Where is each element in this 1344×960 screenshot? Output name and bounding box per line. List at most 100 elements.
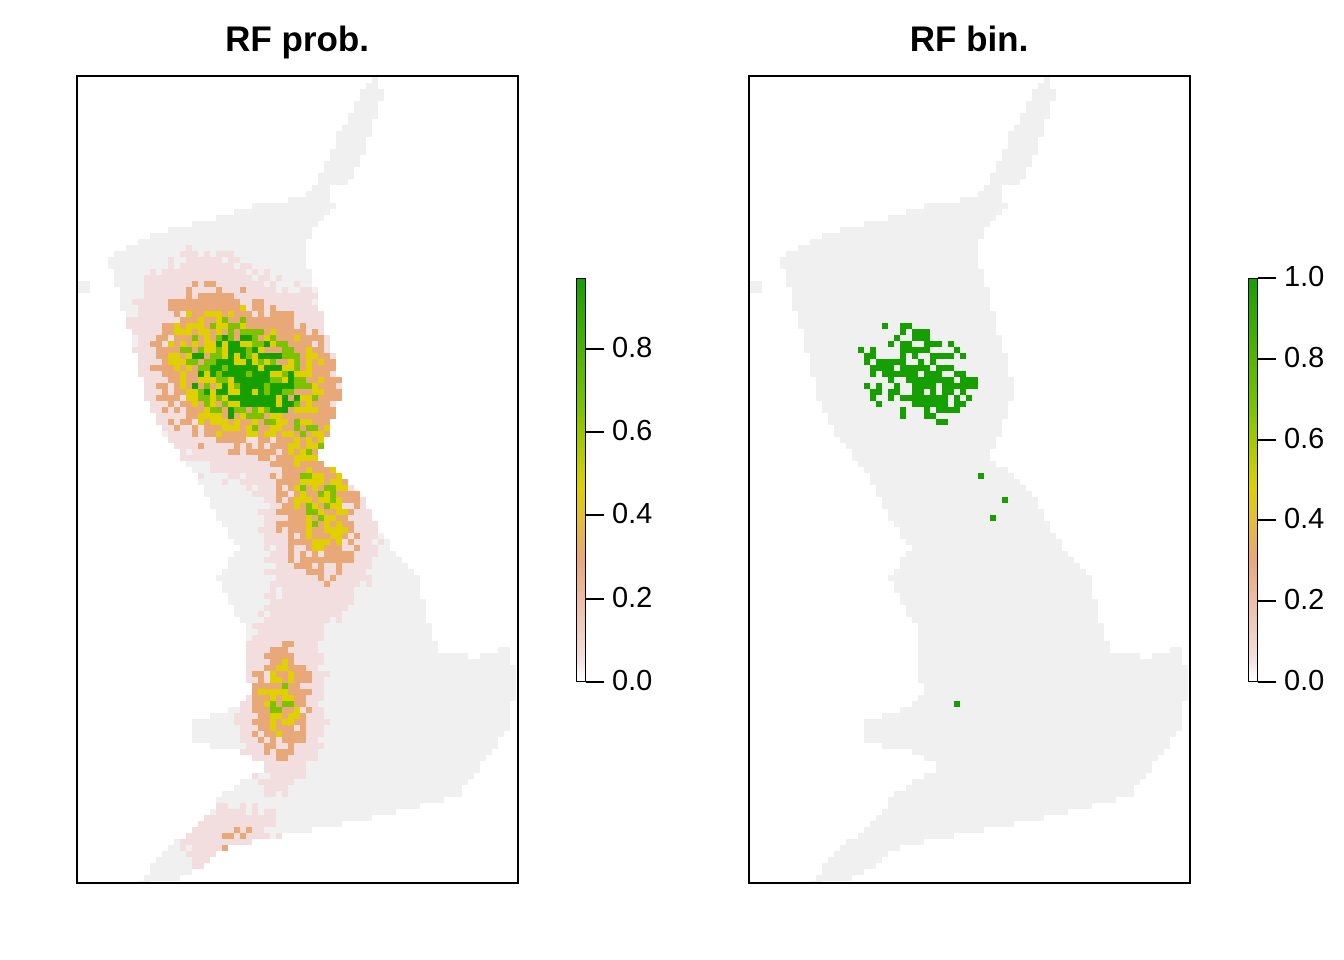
raster-cell xyxy=(492,737,498,743)
raster-cell xyxy=(864,239,870,245)
raster-cell xyxy=(252,521,258,527)
raster-cell xyxy=(186,257,192,263)
raster-cell xyxy=(390,797,396,803)
raster-cell xyxy=(888,359,894,365)
raster-cell xyxy=(234,497,240,503)
raster-cell xyxy=(222,461,228,467)
raster-cell xyxy=(990,401,996,407)
raster-cell xyxy=(150,365,156,371)
raster-cell xyxy=(864,257,870,263)
raster-cell xyxy=(168,335,174,341)
raster-cell xyxy=(402,725,408,731)
raster-cell xyxy=(282,251,288,257)
raster-cell xyxy=(900,341,906,347)
raster-cell xyxy=(264,311,270,317)
raster-cell xyxy=(210,269,216,275)
raster-cell xyxy=(360,671,366,677)
raster-cell xyxy=(138,269,144,275)
raster-cell xyxy=(186,281,192,287)
raster-cell xyxy=(486,653,492,659)
raster-cell xyxy=(198,299,204,305)
raster-cell xyxy=(900,377,906,383)
raster-cell xyxy=(918,317,924,323)
raster-cell xyxy=(498,665,504,671)
raster-cell xyxy=(936,221,942,227)
raster-cell xyxy=(396,599,402,605)
raster-cell xyxy=(300,707,306,713)
raster-cell xyxy=(882,383,888,389)
raster-cell xyxy=(846,359,852,365)
raster-cell xyxy=(798,323,804,329)
raster-cell xyxy=(900,365,906,371)
raster-cell xyxy=(270,797,276,803)
raster-cell xyxy=(186,383,192,389)
raster-cell xyxy=(330,401,336,407)
raster-cell xyxy=(900,395,906,401)
raster-cell xyxy=(294,239,300,245)
raster-cell xyxy=(978,431,984,437)
raster-cell xyxy=(276,737,282,743)
raster-cell xyxy=(882,311,888,317)
raster-cell xyxy=(234,785,240,791)
raster-cell xyxy=(936,293,942,299)
raster-cell xyxy=(312,701,318,707)
raster-cell xyxy=(288,629,294,635)
raster-cell xyxy=(318,749,324,755)
raster-cell xyxy=(264,227,270,233)
raster-cell xyxy=(918,287,924,293)
raster-cell xyxy=(306,815,312,821)
raster-cell xyxy=(870,311,876,317)
raster-cell xyxy=(240,365,246,371)
raster-cell xyxy=(948,281,954,287)
raster-cell xyxy=(306,677,312,683)
raster-cell xyxy=(360,143,366,149)
raster-cell xyxy=(948,455,954,461)
raster-cell xyxy=(948,215,954,221)
raster-cell xyxy=(264,569,270,575)
raster-cell xyxy=(810,359,816,365)
raster-cell xyxy=(384,755,390,761)
raster-cell xyxy=(240,797,246,803)
raster-cell xyxy=(876,239,882,245)
raster-cell xyxy=(402,773,408,779)
raster-cell xyxy=(462,719,468,725)
raster-cell xyxy=(846,383,852,389)
raster-cell xyxy=(348,707,354,713)
raster-cell xyxy=(240,701,246,707)
raster-cell xyxy=(402,671,408,677)
raster-cell xyxy=(942,275,948,281)
raster-cell xyxy=(798,317,804,323)
raster-cell xyxy=(1026,113,1032,119)
raster-cell xyxy=(972,299,978,305)
raster-cell xyxy=(972,203,978,209)
raster-cell xyxy=(792,275,798,281)
raster-cell xyxy=(396,755,402,761)
raster-cell xyxy=(414,701,420,707)
raster-cell xyxy=(432,707,438,713)
raster-cell xyxy=(336,527,342,533)
raster-cell xyxy=(366,623,372,629)
raster-cell xyxy=(864,365,870,371)
raster-cell xyxy=(1032,89,1038,95)
raster-cell xyxy=(264,395,270,401)
raster-cell xyxy=(402,623,408,629)
raster-cell xyxy=(360,599,366,605)
raster-cell xyxy=(420,773,426,779)
raster-cell xyxy=(378,791,384,797)
raster-cell xyxy=(294,779,300,785)
raster-cell xyxy=(264,245,270,251)
raster-cell xyxy=(162,263,168,269)
raster-cell xyxy=(234,233,240,239)
raster-cell xyxy=(246,311,252,317)
raster-cell xyxy=(366,113,372,119)
raster-cell xyxy=(138,311,144,317)
raster-cell xyxy=(450,701,456,707)
raster-cell xyxy=(474,761,480,767)
raster-cell xyxy=(330,575,336,581)
raster-cell xyxy=(264,647,270,653)
raster-cell xyxy=(222,377,228,383)
raster-cell xyxy=(984,383,990,389)
raster-cell xyxy=(384,575,390,581)
raster-cell xyxy=(372,671,378,677)
raster-cell xyxy=(360,815,366,821)
